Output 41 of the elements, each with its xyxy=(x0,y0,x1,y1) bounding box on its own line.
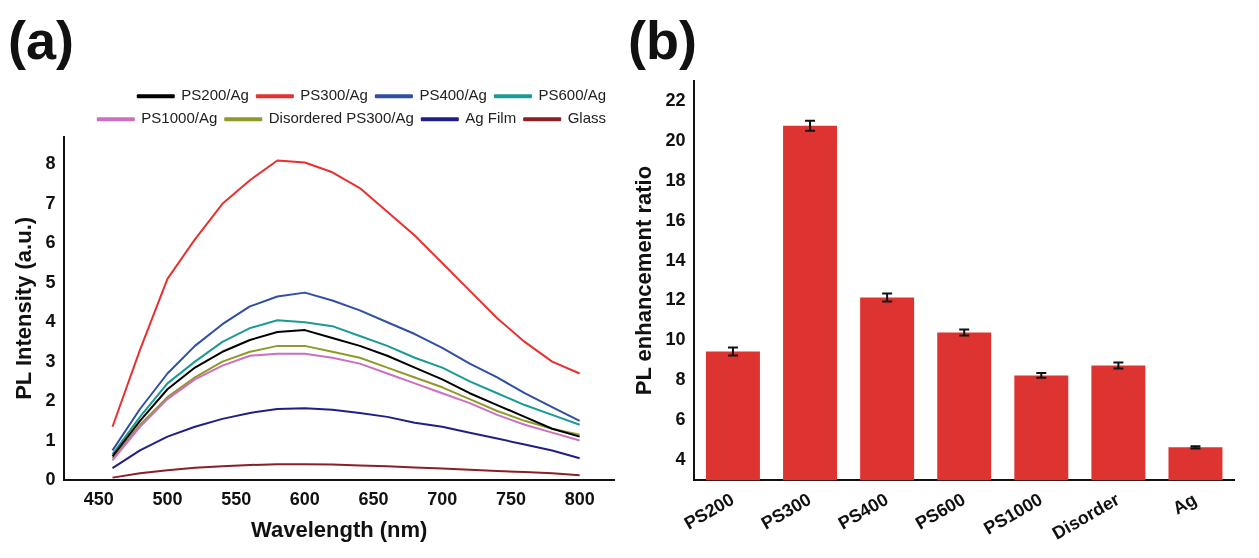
chart-title: (a) xyxy=(8,10,74,71)
x-tick-label: 750 xyxy=(495,488,526,509)
y-axis-title: PL Intensity (a.u.) xyxy=(11,216,37,400)
x-tick-label: 500 xyxy=(152,488,183,509)
y-tick-label: 3 xyxy=(45,350,56,371)
legend-label: PS300/Ag xyxy=(300,86,368,104)
x-tick-label: 800 xyxy=(564,488,595,509)
x-tick-label: 600 xyxy=(289,488,320,509)
legend-label: PS400/Ag xyxy=(419,86,487,104)
y-tick-label: 8 xyxy=(675,369,686,390)
x-axis-title: Wavelength (nm) xyxy=(250,516,428,542)
y-tick-label: 20 xyxy=(665,129,686,150)
x-tick-label: Ag xyxy=(1169,489,1200,519)
y-tick-label: 4 xyxy=(45,311,56,332)
x-tick-label: 550 xyxy=(221,488,252,509)
x-tick-label: 450 xyxy=(83,488,114,509)
y-tick-label: 2 xyxy=(45,390,56,411)
x-tick-label: 700 xyxy=(427,488,458,509)
legend-label: PS600/Ag xyxy=(538,86,607,104)
legend-label: PS1000/Ag xyxy=(141,109,218,127)
y-tick-label: 7 xyxy=(45,192,56,213)
legend-label: Ag Film xyxy=(465,109,517,127)
y-tick-label: 16 xyxy=(665,209,686,230)
y-tick-label: 1 xyxy=(45,429,56,450)
y-tick-label: 4 xyxy=(675,449,686,470)
y-tick-label: 10 xyxy=(665,329,686,350)
y-tick-label: 12 xyxy=(665,289,686,310)
legend-label: PS200/Ag xyxy=(181,86,249,104)
y-tick-label: 14 xyxy=(665,249,686,270)
x-tick-label: 650 xyxy=(358,488,389,509)
chart-title: (b) xyxy=(628,10,697,71)
y-tick-label: 5 xyxy=(45,271,56,292)
legend-label: Disordered PS300/Ag xyxy=(268,109,414,127)
y-axis-title: PL enhancement ratio xyxy=(631,165,657,396)
y-tick-label: 8 xyxy=(45,153,56,174)
y-tick-label: 6 xyxy=(45,232,56,253)
y-tick-label: 6 xyxy=(675,409,686,430)
y-tick-label: 22 xyxy=(665,89,686,110)
legend-label: Glass xyxy=(567,109,606,127)
y-tick-label: 0 xyxy=(45,468,56,489)
y-tick-label: 18 xyxy=(665,169,686,190)
